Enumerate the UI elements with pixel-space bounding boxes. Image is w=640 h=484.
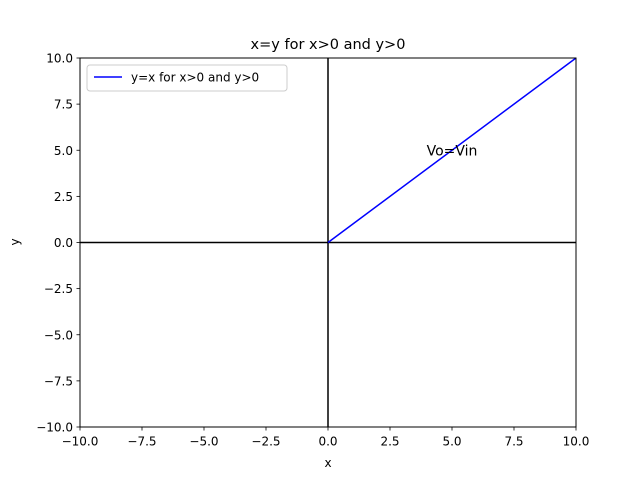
- y-tick-label: −5.0: [44, 328, 73, 342]
- x-tick-label: 7.5: [504, 435, 523, 449]
- x-tick-label: 5.0: [442, 435, 461, 449]
- x-axis-label: x: [324, 456, 331, 470]
- y-tick-label: −7.5: [44, 374, 73, 388]
- axis-ticks: −10.0 −7.5 −5.0 −2.5 0.0 2.5 5.0 7.5 10.0 −10.0 −7…: [36, 52, 589, 449]
- x-tick-label: −7.5: [127, 435, 156, 449]
- y-tick-label: −10.0: [36, 421, 73, 435]
- x-tick-label: 2.5: [380, 435, 399, 449]
- y-tick-label: 10.0: [46, 52, 73, 66]
- x-tick-label: −2.5: [251, 435, 280, 449]
- plot-area: Vo=Vin: [80, 57, 577, 427]
- y-tick-label: 0.0: [54, 236, 73, 250]
- series-line-0: [327, 57, 577, 244]
- x-tick-label: −5.0: [189, 435, 218, 449]
- chart-title: x=y for x>0 and y>0: [251, 37, 406, 53]
- y-axis-label: y: [8, 238, 22, 245]
- annotation-text: Vo=Vin: [427, 143, 478, 159]
- y-tick-label: 5.0: [54, 144, 73, 158]
- legend: y=x for x>0 and y>0: [86, 64, 288, 92]
- x-tick-label: 10.0: [563, 435, 590, 449]
- y-tick-label: 2.5: [54, 190, 73, 204]
- legend-label: y=x for x>0 and y>0: [131, 71, 259, 85]
- y-tick-label: 7.5: [54, 98, 73, 112]
- y-tick-label: −2.5: [44, 282, 73, 296]
- legend-box: [86, 64, 288, 92]
- x-tick-label: −10.0: [62, 435, 99, 449]
- x-tick-label: 0.0: [318, 435, 337, 449]
